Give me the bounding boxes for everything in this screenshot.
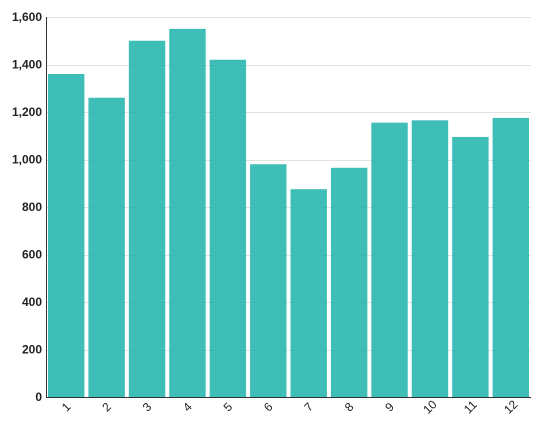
grid-layer	[46, 17, 531, 351]
y-tick-label: 1,400	[12, 58, 42, 72]
x-tick-label: 10	[420, 397, 440, 417]
x-tick-label: 8	[342, 399, 357, 414]
y-tick-label: 800	[22, 200, 42, 214]
x-tick-label: 2	[99, 399, 114, 414]
bar-10[interactable]	[411, 120, 449, 397]
axis-layer	[46, 17, 531, 398]
y-tick-label: 200	[22, 343, 42, 357]
bar-6[interactable]	[250, 164, 287, 397]
y-tick-label: 1,000	[12, 153, 42, 167]
x-tick-labels: 1 2 3 4 5 6 7 8 9 10 11 12	[59, 397, 521, 417]
bar-3[interactable]	[128, 40, 166, 397]
y-tick-label: 400	[22, 295, 42, 309]
x-tick-label: 9	[382, 399, 397, 414]
y-tick-labels: 0 200 400 600 800 1,000 1,200 1,400 1,600	[12, 10, 42, 404]
y-tick-label: 600	[22, 248, 42, 262]
x-tick-label: 12	[501, 397, 521, 417]
bar-1[interactable]	[48, 74, 85, 397]
bar-8[interactable]	[330, 167, 368, 397]
y-tick-label: 1,200	[12, 105, 42, 119]
x-tick-label: 7	[301, 399, 316, 414]
x-tick-label: 5	[221, 399, 236, 414]
bar-2[interactable]	[88, 97, 125, 397]
bar-layer	[48, 28, 529, 398]
bar-7[interactable]	[290, 189, 327, 397]
bar-5[interactable]	[209, 59, 247, 397]
y-tick-label: 1,600	[12, 10, 42, 24]
bar-9[interactable]	[371, 122, 408, 397]
x-tick-label: 6	[261, 399, 276, 414]
bar-4[interactable]	[169, 28, 206, 398]
bar-12[interactable]	[492, 117, 529, 397]
y-tick-label: 0	[35, 390, 42, 404]
x-tick-label: 1	[59, 399, 74, 414]
bar-11[interactable]	[452, 136, 489, 397]
x-tick-label: 4	[180, 399, 195, 414]
x-tick-label: 11	[461, 397, 480, 416]
x-tick-label: 3	[140, 399, 155, 414]
